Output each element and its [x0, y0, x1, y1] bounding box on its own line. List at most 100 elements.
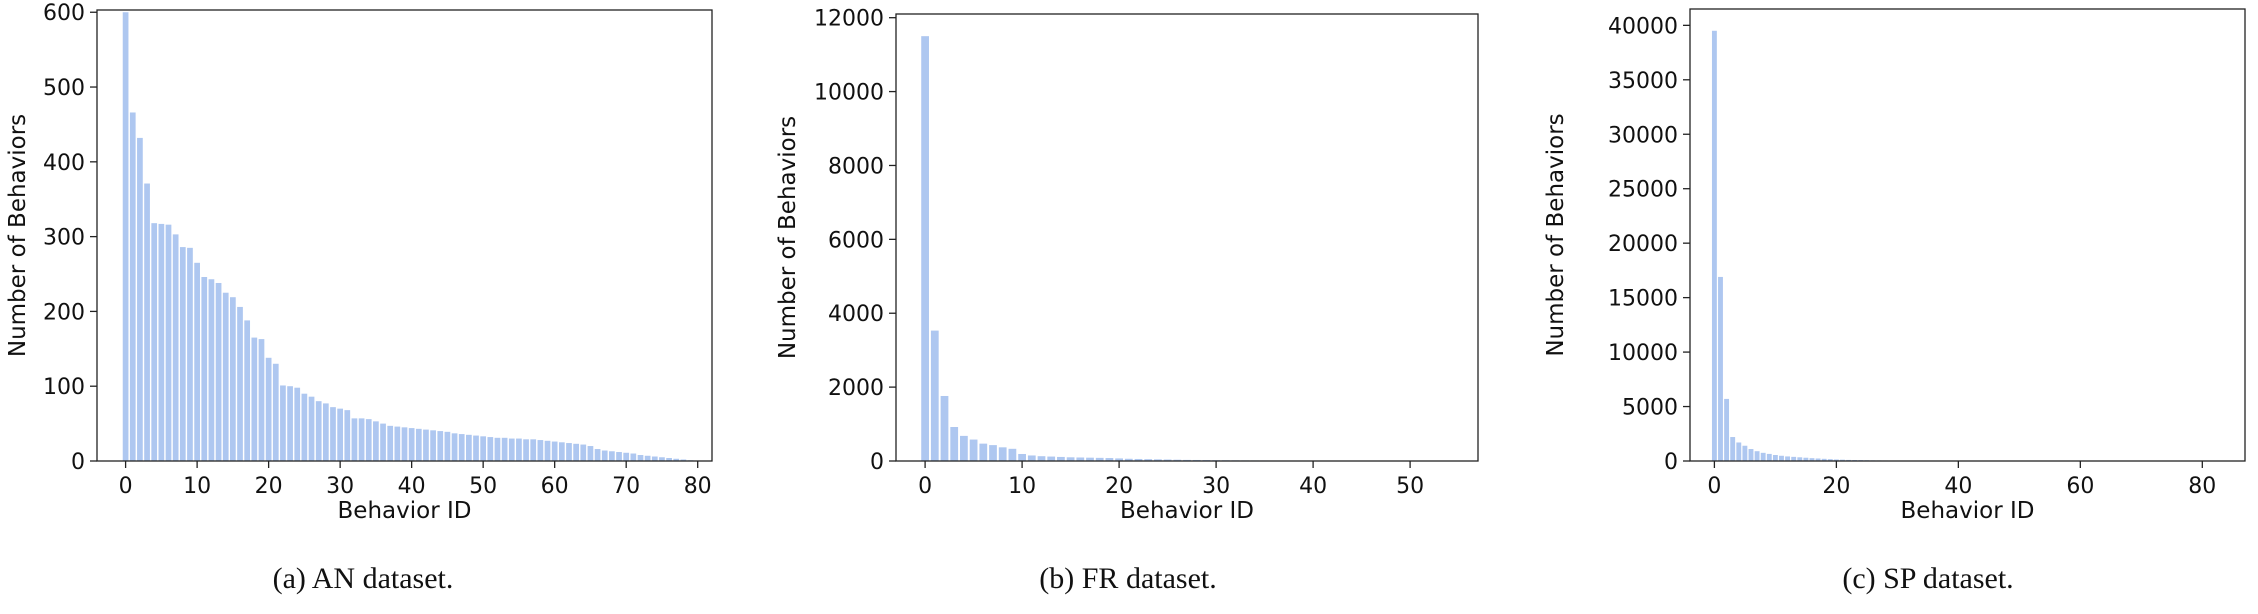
bar [394, 426, 401, 461]
bar [287, 386, 293, 461]
y-tick-label: 5000 [1622, 396, 1678, 421]
panel-fr: 0 10 20 30 40 50 0 2000 4000 6000 8000 10000 12000 Be… [775, 7, 1479, 524]
bar [1742, 445, 1748, 461]
bar [537, 440, 544, 461]
bar [508, 438, 515, 461]
bar [165, 224, 172, 461]
bar [201, 277, 208, 461]
bar [1066, 457, 1075, 461]
bar [473, 435, 479, 461]
bar [969, 439, 978, 461]
bar [1840, 459, 1845, 461]
bar [1736, 442, 1742, 461]
bar [437, 431, 444, 461]
caption-sp: (c) SP dataset. [1842, 562, 2014, 595]
bar [523, 439, 529, 461]
bar [194, 262, 200, 461]
x-tick-label: 20 [1822, 474, 1850, 499]
bar [1076, 457, 1085, 461]
x-tick-label: 40 [398, 474, 426, 499]
bar [251, 337, 258, 461]
bar [237, 306, 243, 461]
y-tick-label: 40000 [1608, 14, 1678, 39]
bar [651, 456, 658, 461]
bar [1115, 458, 1123, 461]
bar [950, 427, 959, 461]
x-tick-label: 30 [1202, 474, 1230, 499]
bar [930, 330, 939, 461]
bar [1144, 459, 1153, 461]
bar [1008, 448, 1017, 461]
plot-frame [96, 9, 713, 462]
x-tick-label: 40 [1299, 474, 1327, 499]
bar [1724, 398, 1730, 461]
y-tick-label: 6000 [828, 228, 884, 253]
x-axis-label: Behavior ID [1120, 498, 1254, 524]
bar [1815, 458, 1821, 461]
y-tick-label: 400 [43, 151, 85, 176]
y-tick-label: 25000 [1608, 178, 1678, 203]
bar [122, 12, 129, 462]
y-tick-label: 4000 [828, 302, 884, 327]
y-axis-label: Number of Behaviors [1543, 113, 1569, 356]
y-tick-label: 20000 [1608, 232, 1678, 257]
bar [1057, 456, 1065, 461]
bar [580, 444, 587, 461]
y-axis-label: Number of Behaviors [5, 114, 31, 357]
bar [516, 438, 522, 461]
x-tick-label: 60 [541, 474, 569, 499]
bar [1803, 457, 1809, 461]
bar [151, 223, 158, 461]
y-tick-label: 12000 [814, 7, 884, 32]
bar [187, 247, 193, 461]
bar [172, 234, 179, 461]
bar [1047, 456, 1056, 461]
bar [998, 447, 1007, 461]
bar [1772, 455, 1778, 461]
y-tick-label: 0 [1664, 450, 1678, 475]
panel-sp: 0 20 40 60 80 0 5000 10000 15000 20000 25000 30000 3… [1543, 8, 2246, 524]
bar [144, 183, 150, 461]
bar [387, 425, 394, 461]
bar [1163, 459, 1172, 461]
y-tick-label: 30000 [1608, 123, 1678, 148]
bar [129, 112, 136, 461]
bar [573, 443, 579, 461]
bar [272, 363, 279, 461]
bar [1095, 457, 1104, 461]
x-tick-label: 60 [2066, 474, 2094, 499]
y-tick-label: 10000 [814, 81, 884, 106]
bar [1821, 458, 1827, 461]
bar [458, 434, 465, 461]
bar [1018, 453, 1026, 461]
bar [609, 451, 615, 461]
bar [1785, 456, 1791, 461]
y-tick-label: 10000 [1608, 341, 1678, 366]
bar [330, 407, 336, 461]
bar [294, 387, 301, 461]
bar [960, 435, 968, 461]
bar [616, 452, 622, 461]
bar [1134, 458, 1143, 461]
bar [1833, 459, 1839, 461]
bar [265, 357, 272, 461]
bar [659, 457, 665, 461]
bar [1791, 456, 1797, 461]
bar [280, 385, 286, 461]
bar [673, 458, 680, 461]
x-axis-label: Behavior ID [1901, 498, 2035, 524]
bar [680, 459, 687, 461]
bar [1730, 437, 1736, 461]
bar [351, 418, 358, 461]
bar [587, 446, 594, 461]
bar [423, 429, 429, 461]
bar [1027, 455, 1036, 461]
bar [365, 419, 372, 461]
bar [494, 437, 501, 461]
y-axis-label: Number of Behaviors [775, 116, 801, 359]
bar [1086, 457, 1094, 461]
bar [1748, 449, 1754, 461]
bar [1760, 452, 1766, 461]
x-tick-label: 10 [183, 474, 211, 499]
